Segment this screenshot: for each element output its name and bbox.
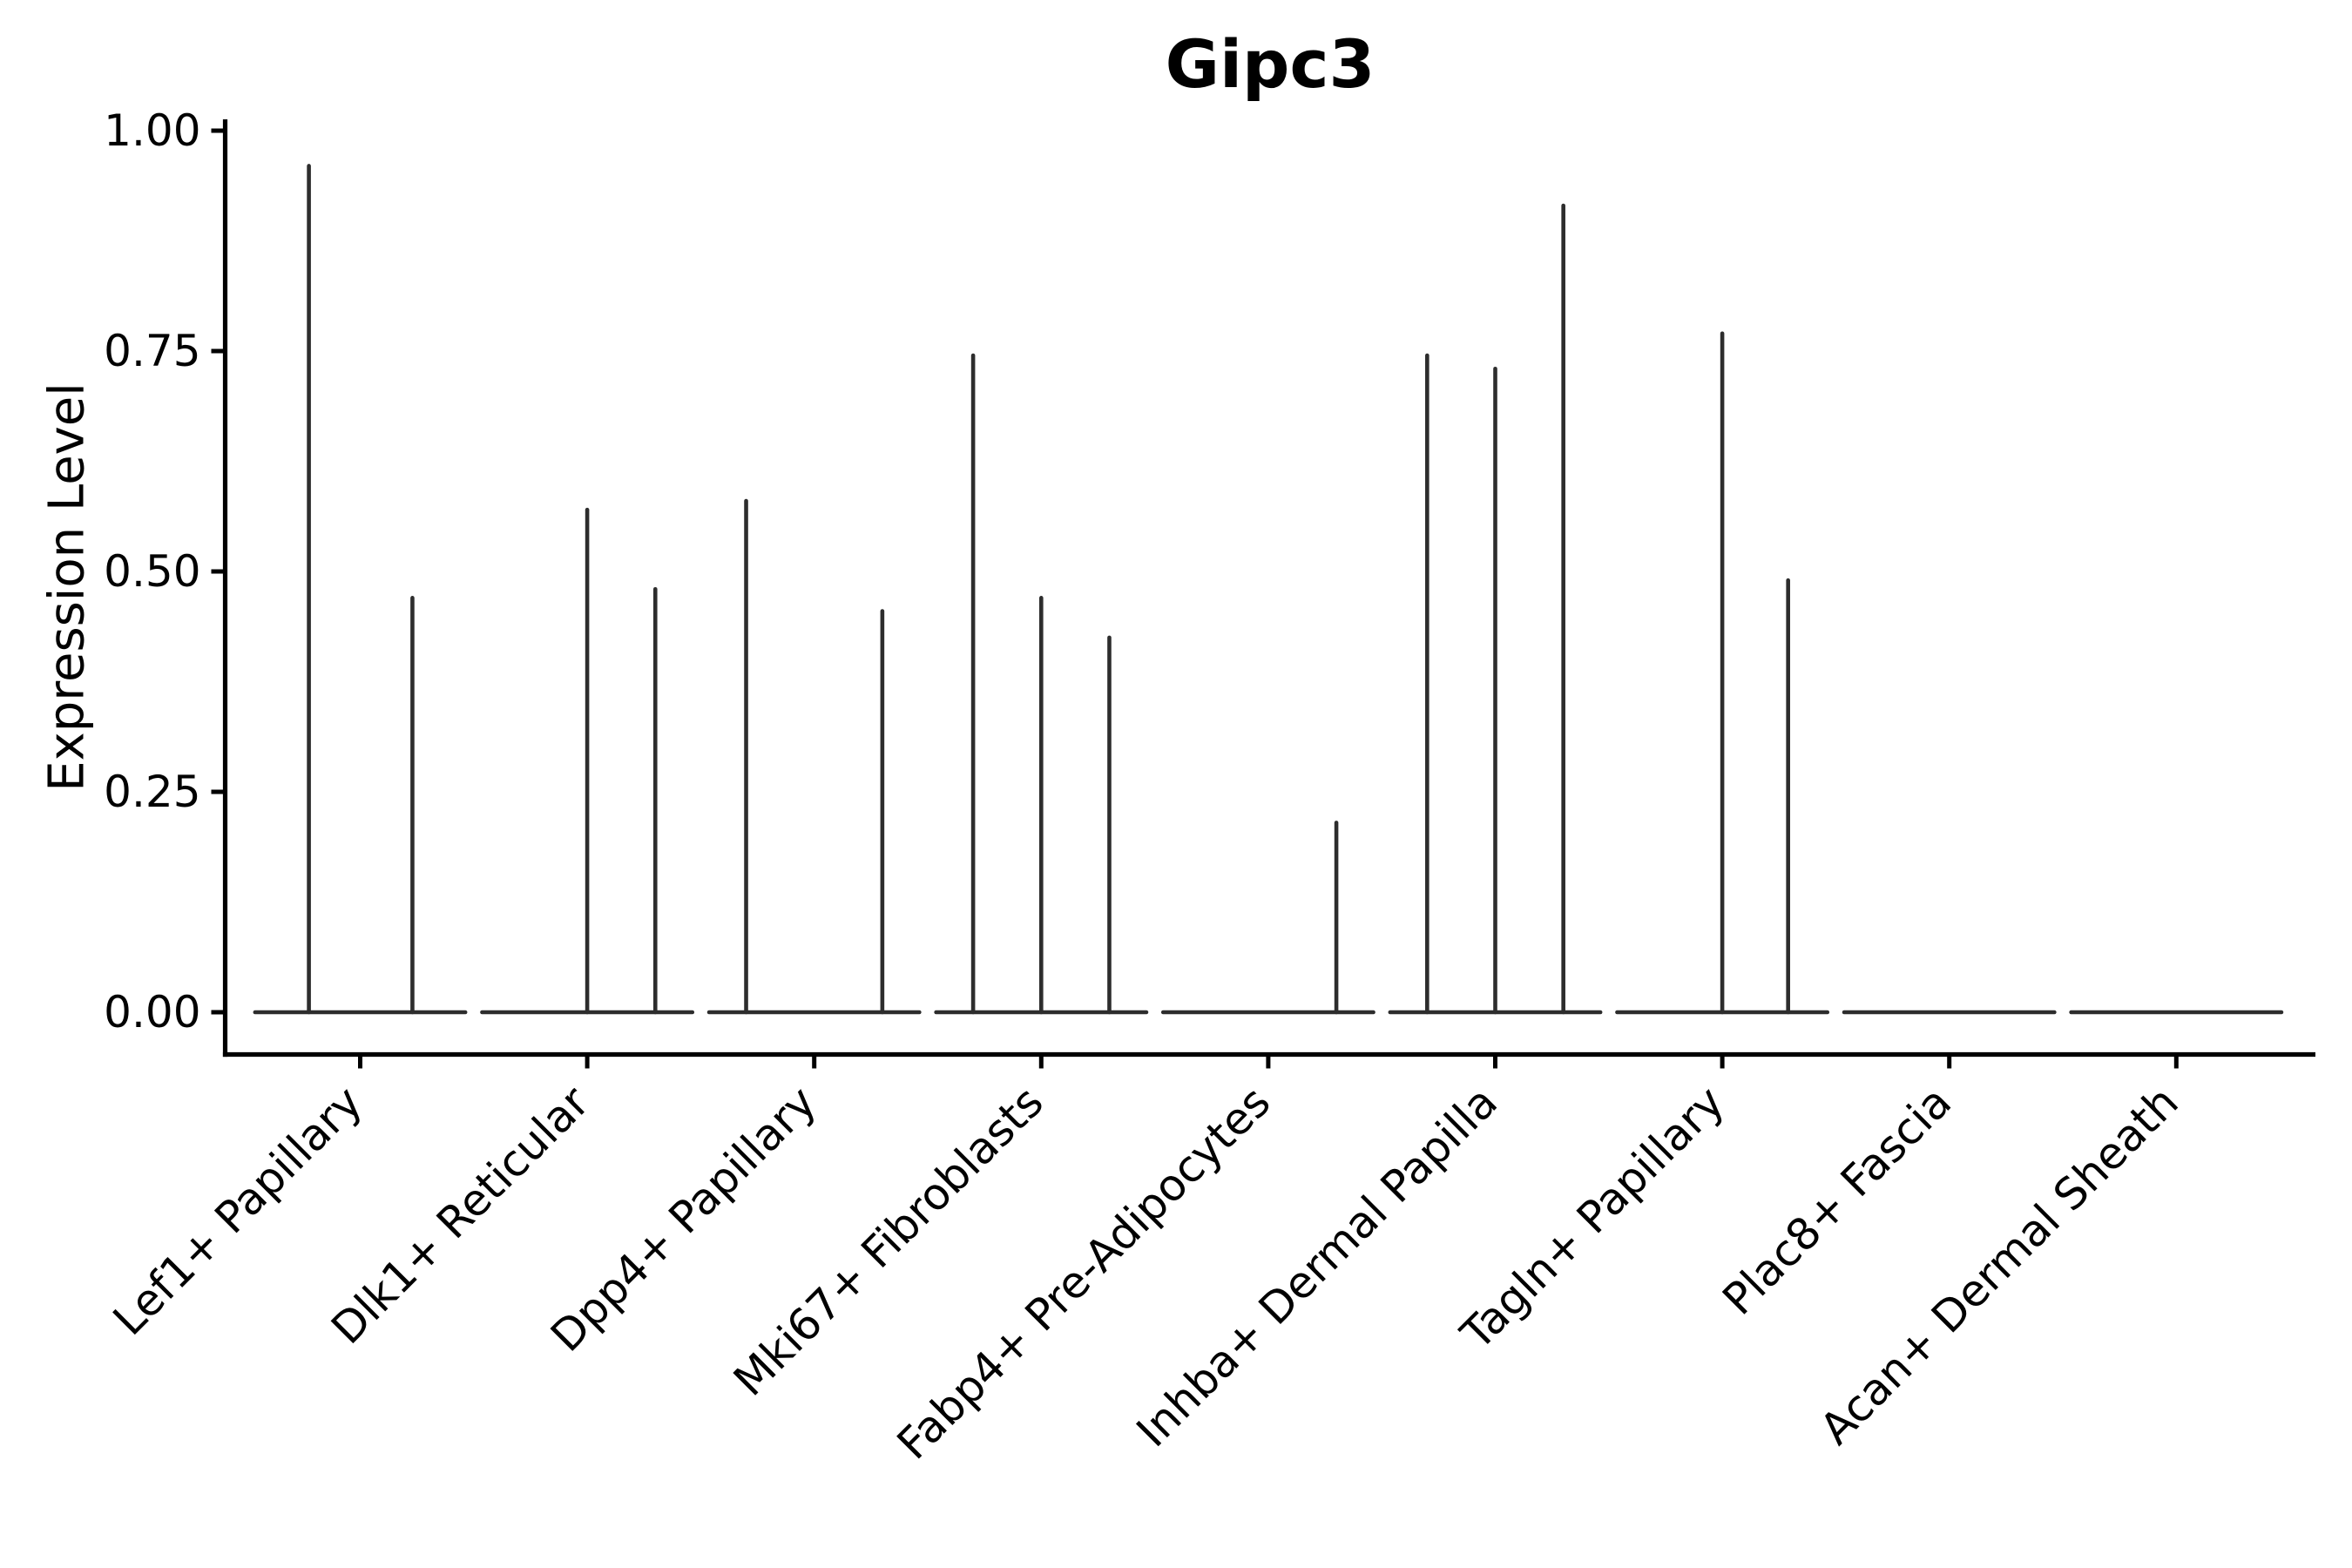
x-tick-label: Inhba+ Dermal Papilla (1127, 1077, 1507, 1456)
chart-title: Gipc3 (1165, 25, 1375, 103)
y-tick-label: 0.25 (104, 767, 200, 817)
x-tick-label: Plac8+ Fascia (1713, 1077, 1961, 1325)
x-tick-label: Acan+ Dermal Sheath (1810, 1077, 2188, 1455)
y-tick-label: 0.50 (104, 546, 200, 597)
x-tick-label: Lef1+ Papillary (104, 1077, 372, 1345)
y-tick-label: 0.75 (104, 326, 200, 376)
y-tick-label: 1.00 (104, 105, 200, 156)
x-tick-label: Fabp4+ Pre-Adipocytes (888, 1077, 1281, 1470)
y-tick-label: 0.00 (104, 987, 200, 1037)
